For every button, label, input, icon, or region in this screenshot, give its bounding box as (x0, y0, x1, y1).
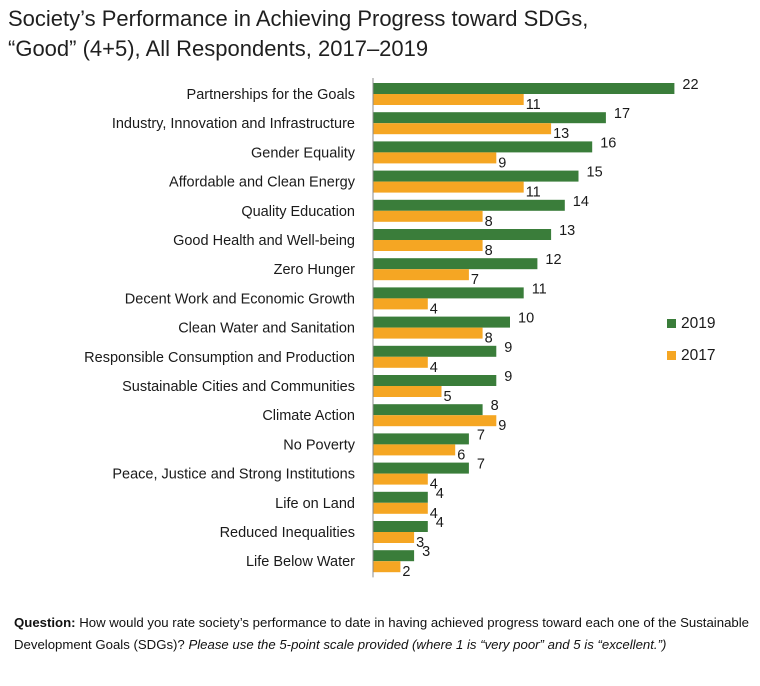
category-label: Life on Land (275, 496, 355, 512)
bar-2019 (373, 521, 428, 532)
bar-2017 (373, 415, 497, 427)
data-label-2017: 3 (416, 535, 424, 551)
footnote-label: Question: (14, 615, 76, 630)
bar-2019 (373, 229, 552, 240)
bar-2017 (373, 94, 524, 105)
bar-2019 (373, 112, 606, 124)
legend-swatch-2019 (667, 319, 676, 328)
legend-swatch-2017 (667, 351, 676, 360)
data-label-2019: 11 (532, 281, 547, 297)
data-label-2017: 8 (485, 214, 493, 230)
bar-2017 (373, 356, 428, 368)
bar-2017 (373, 532, 415, 543)
data-label-2019: 22 (682, 77, 698, 93)
data-label-2019: 9 (504, 369, 512, 385)
category-label: Clean Water and Sanitation (178, 321, 355, 337)
bar-2017 (373, 123, 552, 135)
category-label: Partnerships for the Goals (187, 87, 355, 103)
bar-2019 (373, 316, 510, 328)
bar-2017 (373, 181, 524, 193)
category-label: No Poverty (283, 437, 355, 453)
bar-2019 (373, 170, 579, 182)
question-footnote: Question: How would you rate society’s p… (14, 612, 749, 656)
bar-2019 (373, 287, 524, 299)
bar-2017 (373, 386, 442, 397)
bar-2019 (373, 141, 593, 153)
data-label-2017: 4 (430, 301, 438, 317)
data-label-2019: 9 (504, 340, 512, 356)
data-label-2019: 16 (600, 135, 616, 151)
bar-2019 (373, 404, 483, 416)
data-label-2017: 9 (498, 155, 506, 171)
data-label-2019: 4 (436, 486, 444, 502)
bar-2017 (373, 210, 483, 222)
category-label: Sustainable Cities and Communities (122, 379, 355, 395)
bar-2019 (373, 83, 675, 94)
bar-2017 (373, 473, 428, 485)
chart-title: Society’s Performance in Achieving Progr… (8, 6, 589, 61)
bar-2019 (373, 462, 469, 474)
bar-2019 (373, 433, 469, 445)
data-label-2017: 4 (430, 477, 438, 493)
footnote-text: How would you rate society’s performance… (14, 615, 749, 652)
bar-2019 (373, 375, 497, 386)
bar-2017 (373, 327, 483, 339)
category-label: Climate Action (262, 408, 355, 424)
footnote-italic: Please use the 5-point scale provided (w… (188, 637, 667, 652)
data-label-2017: 4 (430, 506, 438, 522)
legend-label-2017: 2017 (681, 347, 715, 364)
category-label: Life Below Water (246, 554, 355, 570)
bar-2017 (373, 269, 469, 281)
data-label-2019: 12 (545, 252, 561, 268)
bar-2017 (373, 444, 456, 456)
category-label: Good Health and Well-being (173, 233, 355, 249)
bar-2019 (373, 550, 415, 562)
data-label-2017: 11 (526, 185, 541, 201)
data-label-2019: 17 (614, 106, 630, 122)
bar-2019 (373, 258, 538, 270)
data-label-2019: 14 (573, 194, 589, 210)
category-label: Decent Work and Economic Growth (125, 291, 355, 307)
bar-2017 (373, 561, 401, 573)
bar-2017 (373, 152, 497, 164)
data-label-2017: 4 (430, 360, 438, 376)
category-label: Peace, Justice and Strong Institutions (112, 467, 355, 483)
legend-label-2019: 2019 (681, 315, 715, 332)
category-label: Zero Hunger (274, 262, 356, 278)
category-label: Quality Education (241, 204, 355, 220)
data-label-2017: 7 (471, 272, 479, 288)
bar-chart: Partnerships for the Goals 22 11 Industry, … (84, 77, 715, 580)
data-label-2019: 15 (587, 165, 603, 181)
data-label-2017: 6 (457, 447, 465, 463)
category-label: Industry, Innovation and Infrastructure (112, 116, 355, 132)
category-label: Reduced Inequalities (220, 525, 355, 541)
bar-2019 (373, 199, 565, 211)
data-label-2019: 7 (477, 457, 485, 473)
data-label-2019: 10 (518, 311, 534, 327)
bar-2019 (373, 491, 428, 503)
data-label-2017: 9 (498, 418, 506, 434)
data-label-2017: 8 (485, 331, 493, 347)
category-label: Affordable and Clean Energy (169, 175, 356, 191)
data-label-2019: 13 (559, 223, 575, 239)
data-label-2017: 8 (485, 243, 493, 259)
data-label-2019: 4 (436, 515, 444, 531)
data-label-2017: 5 (444, 389, 452, 405)
data-label-2019: 3 (422, 544, 430, 560)
bar-2017 (373, 502, 428, 514)
data-label-2017: 2 (402, 564, 410, 580)
bar-2017 (373, 240, 483, 251)
category-label: Gender Equality (251, 145, 356, 161)
category-label: Responsible Consumption and Production (84, 350, 355, 366)
data-label-2017: 13 (553, 126, 569, 142)
data-label-2019: 8 (491, 398, 499, 414)
data-label-2017: 11 (526, 97, 541, 113)
bar-2019 (373, 345, 497, 357)
data-label-2019: 7 (477, 427, 485, 443)
bar-2017 (373, 298, 428, 310)
